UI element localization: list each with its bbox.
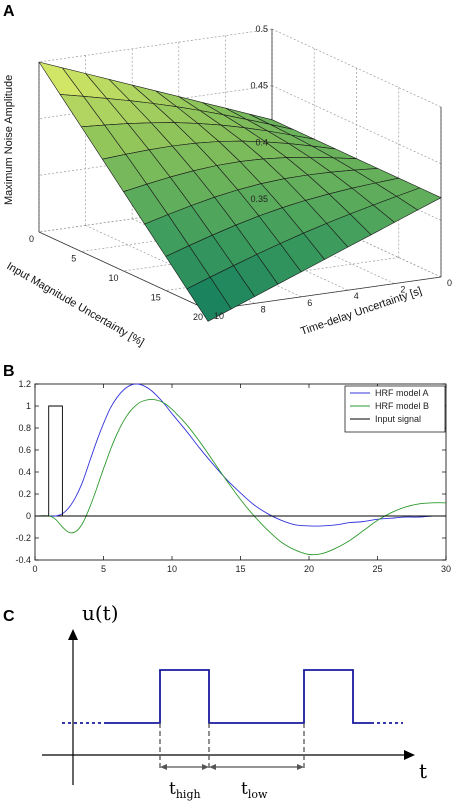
- panel-c-x-label: t: [419, 759, 427, 783]
- panel-c-x-arrow-icon: [404, 750, 415, 760]
- x-tick-label: 25: [372, 564, 382, 574]
- x-tick-label: 15: [151, 293, 161, 303]
- panel-a-y-axis-label: Time-delay Uncertainty [s]: [299, 285, 423, 338]
- y-tick-label: 10: [214, 311, 224, 321]
- y-tick-label: 2: [400, 285, 405, 295]
- z-tick-label: 0.45: [250, 81, 268, 91]
- panel-c-arrowhead-icon: [160, 764, 167, 770]
- panel-c-signal-pulses: [104, 669, 371, 724]
- panel-b-line-chart: B -0.4-0.200.20.40.60.811.20 5 10 15 20 25 30 …: [3, 363, 451, 574]
- grid-line: [38, 28, 273, 63]
- panel-c-y-label: u(t): [82, 601, 119, 625]
- y-tick-label: -0.2: [15, 533, 31, 543]
- z-tick-label: 0.5: [255, 24, 268, 34]
- legend-box: [344, 385, 446, 433]
- panel-c-tlow-label: tlow: [241, 779, 268, 801]
- legend-label-2: HRF model B: [375, 401, 429, 411]
- x-tick-label: 20: [304, 564, 314, 574]
- y-tick-label: 1: [26, 401, 31, 411]
- x-tick-label: 5: [71, 254, 76, 264]
- panel-a-z-axis-label: Maximum Noise Amplitude: [3, 75, 15, 205]
- x-tick-label: 20: [193, 312, 203, 322]
- axis-line: [207, 276, 442, 311]
- axis-line: [38, 231, 209, 311]
- panel-a-x-axis-label: Input Magnitude Uncertainty [%]: [5, 260, 147, 349]
- z-tick-label: 0.4: [255, 137, 268, 147]
- panel-c-arrowhead-icon: [297, 764, 304, 770]
- y-tick-label: 0.2: [18, 489, 31, 499]
- x-tick-label: 10: [108, 273, 118, 283]
- y-tick-label: 0: [447, 278, 452, 288]
- y-tick-label: 0.8: [18, 423, 31, 433]
- series-line-3: [35, 405, 446, 517]
- y-tick-label: 0: [26, 511, 31, 521]
- x-tick-label: 0: [29, 234, 34, 244]
- panel-a-surface: [38, 61, 442, 322]
- y-tick-label: 4: [354, 291, 359, 301]
- panel-a-surface-plot: A 0.35 0.4 0.45 0.5 0 5 10 15 20 0 2 4 6 8 10 Maximum …: [3, 3, 452, 349]
- panel-c-arrowhead-icon: [209, 764, 216, 770]
- panel-b-legend: HRF model A HRF model B Input signal: [344, 385, 446, 433]
- surface-patch: [186, 276, 232, 322]
- legend-label-1: HRF model A: [375, 388, 429, 398]
- y-tick-label: 1.2: [18, 379, 31, 389]
- grid-line: [85, 225, 255, 304]
- z-tick-label: 0.35: [250, 194, 268, 204]
- y-tick-label: 6: [307, 298, 312, 308]
- panel-a-letter: A: [3, 3, 15, 20]
- x-tick-label: 10: [167, 564, 177, 574]
- series-line-2: [34, 398, 447, 556]
- x-tick-label: 0: [32, 564, 37, 574]
- y-tick-label: 0.4: [18, 467, 31, 477]
- panel-c-letter: C: [3, 608, 15, 625]
- y-tick-label: 0.6: [18, 445, 31, 455]
- x-tick-label: 30: [441, 564, 451, 574]
- panel-a-ticks: 0.35 0.4 0.45 0.5 0 5 10 15 20 0 2 4 6 8 10: [29, 24, 452, 322]
- legend-label-3: Input signal: [375, 414, 421, 424]
- panel-b-plot-area: -0.4 -0.2 0 0.2 0.4 0.6 0.8 1 1.2 0 5 10 15 20 25 30: [15, 379, 451, 574]
- panel-c-y-arrow-icon: [68, 629, 78, 640]
- panel-c-pulse-diagram: C u(t) t thigh tlow: [3, 601, 427, 801]
- panel-c-thigh-label: thigh: [169, 779, 201, 801]
- x-tick-label: 15: [235, 564, 245, 574]
- x-tick-label: 5: [101, 564, 106, 574]
- series-line-1: [34, 383, 447, 527]
- y-tick-label: -0.4: [15, 555, 31, 565]
- panel-b-letter: B: [3, 363, 15, 380]
- panel-c-arrowhead-icon: [202, 764, 209, 770]
- y-tick-label: 8: [261, 304, 266, 314]
